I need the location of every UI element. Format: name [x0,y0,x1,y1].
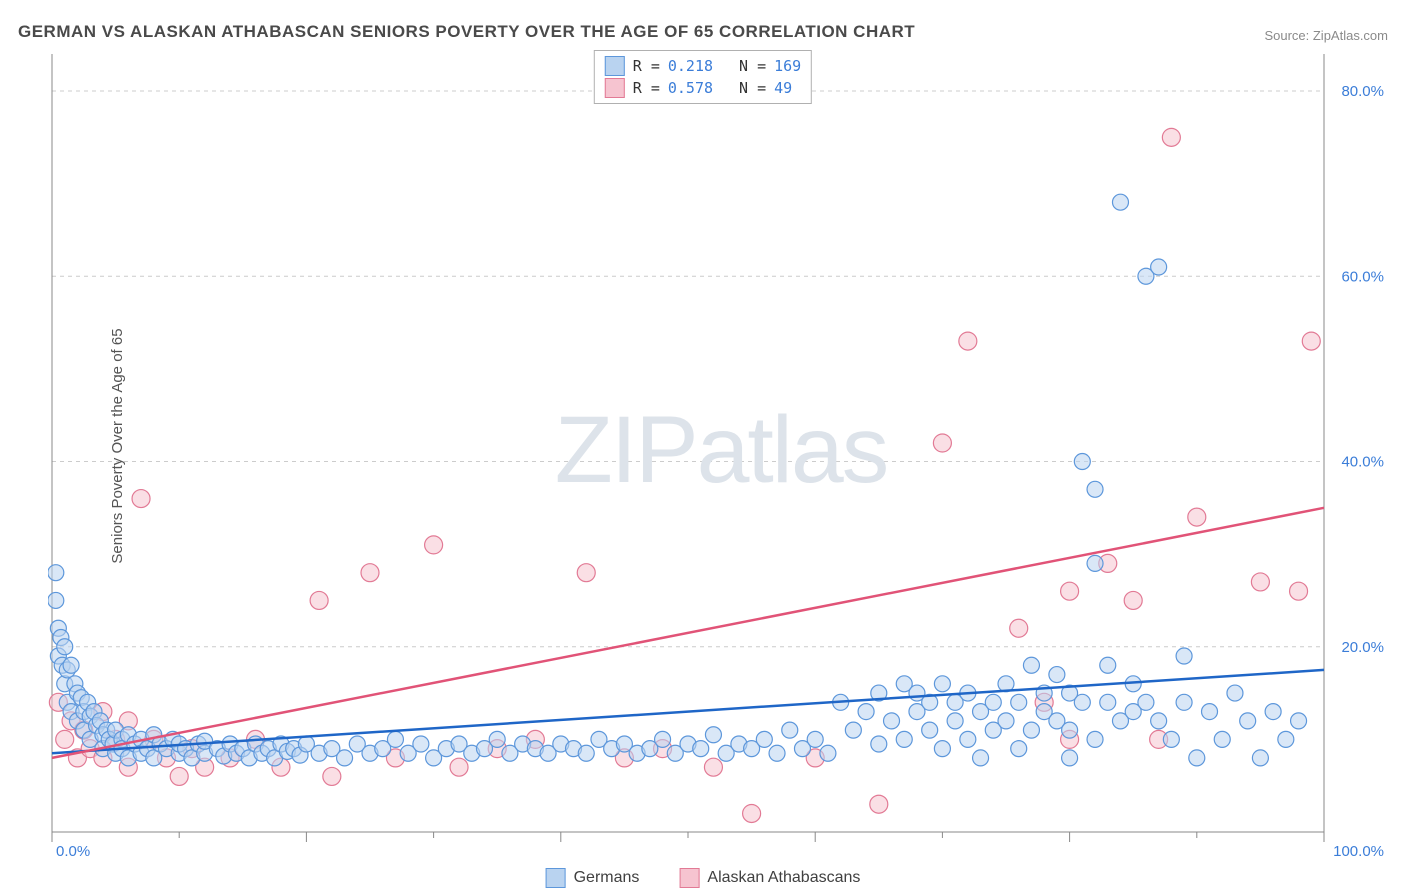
legend-item: Alaskan Athabascans [679,868,860,888]
chart-area: ZIPatlas 20.0%40.0%60.0%80.0%0.0%100.0% [48,50,1394,862]
legend-stats-box: R = 0.218 N = 169 R = 0.578 N = 49 [594,50,812,104]
legend-item: Germans [546,868,640,888]
chart-title: GERMAN VS ALASKAN ATHABASCAN SENIORS POV… [18,22,915,42]
legend-n-label: N = [739,79,766,97]
legend-n-value: 49 [774,79,792,97]
scatter-chart: 20.0% 40.0% 60.0% 80.0% 0.0% 100.0% [48,50,1394,862]
legend-n-label: N = [739,57,766,75]
legend-stats-row: R = 0.578 N = 49 [605,77,801,99]
legend-r-label: R = [633,57,660,75]
legend-series: Germans Alaskan Athabascans [546,868,861,888]
legend-r-value: 0.218 [668,57,713,75]
legend-stats-row: R = 0.218 N = 169 [605,55,801,77]
legend-label: Germans [574,869,640,887]
svg-text:80.0%: 80.0% [1341,83,1384,100]
chart-source: Source: ZipAtlas.com [1264,28,1388,43]
legend-swatch-athabascans [605,78,625,98]
legend-r-label: R = [633,79,660,97]
legend-n-value: 169 [774,57,801,75]
svg-text:100.0%: 100.0% [1333,843,1384,860]
svg-text:40.0%: 40.0% [1341,454,1384,471]
legend-swatch-germans [605,56,625,76]
svg-text:60.0%: 60.0% [1341,268,1384,285]
svg-text:0.0%: 0.0% [56,843,90,860]
source-link[interactable]: ZipAtlas.com [1313,28,1388,43]
svg-text:20.0%: 20.0% [1341,639,1384,656]
legend-r-value: 0.578 [668,79,713,97]
legend-swatch-germans [546,868,566,888]
legend-label: Alaskan Athabascans [707,869,860,887]
source-prefix: Source: [1264,28,1312,43]
legend-swatch-athabascans [679,868,699,888]
